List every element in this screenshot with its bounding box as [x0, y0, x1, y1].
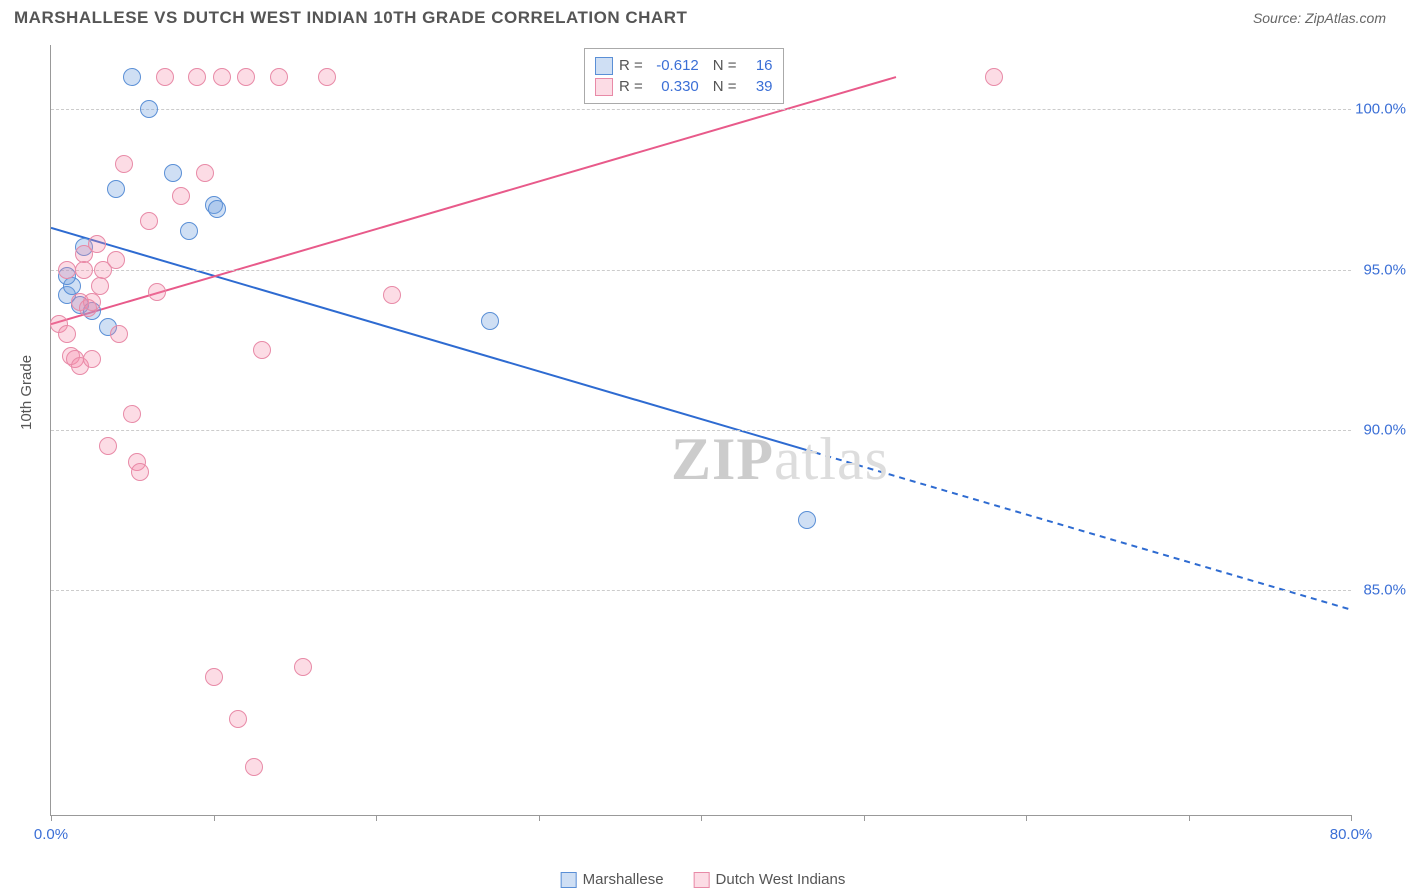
- x-tick: [701, 815, 702, 821]
- data-point[interactable]: [188, 68, 206, 86]
- data-point[interactable]: [205, 668, 223, 686]
- data-point[interactable]: [798, 511, 816, 529]
- y-axis-title: 10th Grade: [18, 355, 35, 430]
- gridline: [51, 270, 1351, 271]
- stats-legend-row: R = 0.330 N = 39: [595, 76, 773, 97]
- y-tick-label: 95.0%: [1363, 261, 1406, 278]
- data-point[interactable]: [383, 286, 401, 304]
- data-point[interactable]: [213, 68, 231, 86]
- data-point[interactable]: [270, 68, 288, 86]
- data-point[interactable]: [123, 68, 141, 86]
- data-point[interactable]: [318, 68, 336, 86]
- stat-n-label: N =: [713, 76, 737, 97]
- legend-item: Marshallese: [561, 871, 664, 888]
- data-point[interactable]: [229, 710, 247, 728]
- x-tick: [1189, 815, 1190, 821]
- stat-r-value: -0.612: [649, 55, 699, 76]
- data-point[interactable]: [172, 187, 190, 205]
- stats-legend-row: R = -0.612 N = 16: [595, 55, 773, 76]
- legend-item: Dutch West Indians: [694, 871, 846, 888]
- x-tick: [1351, 815, 1352, 821]
- data-point[interactable]: [481, 312, 499, 330]
- stat-n-label: N =: [713, 55, 737, 76]
- stats-legend: R = -0.612 N = 16 R = 0.330 N = 39: [584, 48, 784, 104]
- y-tick-label: 90.0%: [1363, 422, 1406, 439]
- data-point[interactable]: [180, 222, 198, 240]
- x-tick: [1026, 815, 1027, 821]
- y-tick-label: 100.0%: [1355, 101, 1406, 118]
- data-point[interactable]: [88, 235, 106, 253]
- stat-r-value: 0.330: [649, 76, 699, 97]
- data-point[interactable]: [294, 658, 312, 676]
- y-tick-label: 85.0%: [1363, 582, 1406, 599]
- data-point[interactable]: [245, 758, 263, 776]
- data-point[interactable]: [237, 68, 255, 86]
- gridline: [51, 430, 1351, 431]
- data-point[interactable]: [253, 341, 271, 359]
- legend-swatch: [595, 78, 613, 96]
- data-point[interactable]: [83, 350, 101, 368]
- data-point[interactable]: [75, 261, 93, 279]
- data-point[interactable]: [208, 200, 226, 218]
- x-tick: [214, 815, 215, 821]
- legend-swatch: [694, 872, 710, 888]
- x-tick: [864, 815, 865, 821]
- legend-label: Marshallese: [583, 871, 664, 888]
- x-tick-label: 80.0%: [1330, 826, 1373, 843]
- series-legend: Marshallese Dutch West Indians: [561, 871, 846, 888]
- gridline: [51, 590, 1351, 591]
- data-point[interactable]: [131, 463, 149, 481]
- stat-n-value: 39: [743, 76, 773, 97]
- data-point[interactable]: [107, 251, 125, 269]
- x-tick: [376, 815, 377, 821]
- stat-n-value: 16: [743, 55, 773, 76]
- data-point[interactable]: [58, 261, 76, 279]
- stat-r-label: R =: [619, 76, 643, 97]
- regression-line: [51, 228, 815, 453]
- x-tick: [51, 815, 52, 821]
- data-point[interactable]: [58, 325, 76, 343]
- chart-title: MARSHALLESE VS DUTCH WEST INDIAN 10TH GR…: [14, 8, 687, 28]
- data-point[interactable]: [83, 293, 101, 311]
- source-attribution: Source: ZipAtlas.com: [1253, 10, 1386, 26]
- data-point[interactable]: [115, 155, 133, 173]
- x-tick: [539, 815, 540, 821]
- data-point[interactable]: [156, 68, 174, 86]
- data-point[interactable]: [91, 277, 109, 295]
- chart-plot-area: ZIPatlas 85.0%90.0%95.0%100.0%0.0%80.0%R…: [50, 45, 1351, 816]
- data-point[interactable]: [107, 180, 125, 198]
- data-point[interactable]: [140, 100, 158, 118]
- data-point[interactable]: [140, 212, 158, 230]
- regression-line-extrapolated: [815, 452, 1351, 609]
- legend-swatch: [595, 57, 613, 75]
- stat-r-label: R =: [619, 55, 643, 76]
- data-point[interactable]: [123, 405, 141, 423]
- data-point[interactable]: [985, 68, 1003, 86]
- data-point[interactable]: [164, 164, 182, 182]
- data-point[interactable]: [99, 437, 117, 455]
- gridline: [51, 109, 1351, 110]
- legend-swatch: [561, 872, 577, 888]
- watermark: ZIPatlas: [671, 425, 889, 494]
- data-point[interactable]: [148, 283, 166, 301]
- data-point[interactable]: [196, 164, 214, 182]
- x-tick-label: 0.0%: [34, 826, 68, 843]
- legend-label: Dutch West Indians: [716, 871, 846, 888]
- data-point[interactable]: [110, 325, 128, 343]
